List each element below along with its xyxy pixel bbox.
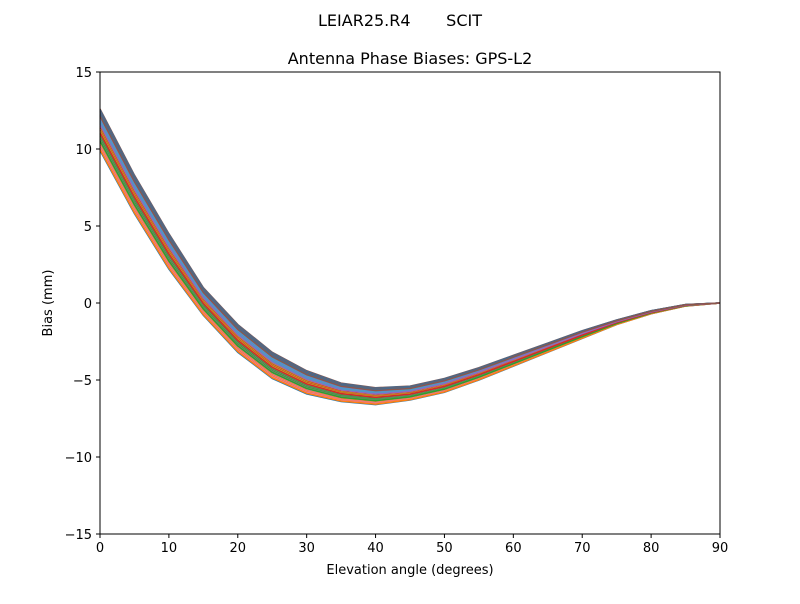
series-line: [99, 108, 721, 389]
series-line: [99, 140, 721, 402]
series-line: [99, 122, 721, 395]
series-line: [99, 110, 721, 390]
series-line: [99, 124, 721, 395]
x-tick-label: 30: [298, 541, 315, 556]
y-axis-label: Bias (mm): [41, 270, 56, 337]
y-tick-label: 5: [84, 220, 92, 235]
series-line: [99, 131, 721, 398]
chart-suptitle: LEIAR25.R4 SCIT: [318, 11, 482, 30]
series-line: [99, 135, 721, 400]
series-line: [99, 114, 721, 391]
y-tick-label: 0: [84, 297, 92, 312]
x-tick-label: 40: [367, 541, 384, 556]
series-line: [99, 134, 721, 400]
plot-frame: [99, 71, 721, 535]
y-tick-label: 10: [75, 143, 92, 158]
series-line: [99, 148, 721, 405]
series-line: [99, 112, 721, 390]
x-tick-label: 0: [96, 541, 104, 556]
x-tick-label: 20: [230, 541, 247, 556]
x-tick-label: 80: [643, 541, 660, 556]
series-line: [99, 119, 721, 393]
y-axis: −15 −10 −5 0 5 10 15: [65, 66, 100, 543]
y-tick-label: −15: [65, 528, 92, 543]
series-line: [99, 133, 721, 399]
series-lines: [99, 108, 721, 406]
series-line: [99, 126, 721, 396]
x-tick-label: 10: [161, 541, 178, 556]
chart-title: Antenna Phase Biases: GPS-L2: [288, 49, 533, 68]
series-line: [99, 116, 721, 392]
series-line: [99, 121, 721, 394]
series-line: [99, 138, 721, 401]
series-line: [99, 128, 721, 397]
x-tick-label: 70: [574, 541, 591, 556]
x-axis: 0 10 20 30 40 50 60 70 80 90: [96, 534, 728, 556]
x-tick-label: 60: [505, 541, 522, 556]
series-line: [99, 137, 721, 401]
x-tick-label: 50: [436, 541, 453, 556]
series-line: [99, 125, 721, 396]
series-line: [99, 118, 721, 393]
x-tick-label: 90: [712, 541, 729, 556]
series-line: [99, 127, 721, 397]
series-line: [99, 113, 721, 391]
series-line: [99, 132, 721, 399]
y-tick-label: −5: [73, 374, 92, 389]
y-tick-label: −10: [65, 451, 92, 466]
series-line: [99, 115, 721, 392]
series-line: [99, 109, 721, 389]
x-axis-label: Elevation angle (degrees): [326, 563, 493, 578]
series-line: [99, 129, 721, 398]
series-line: [99, 120, 721, 394]
y-tick-label: 15: [75, 66, 92, 81]
